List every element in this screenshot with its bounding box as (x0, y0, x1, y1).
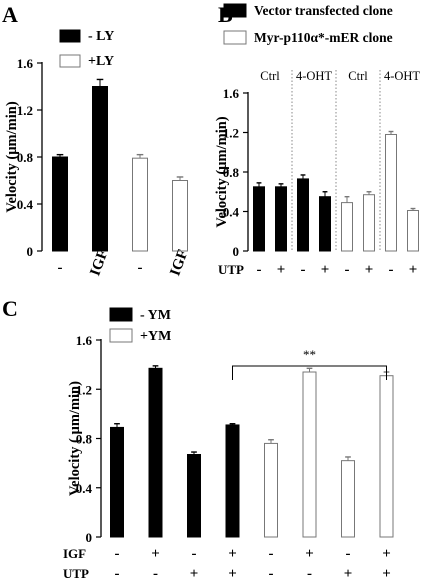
x-tick-label: - (138, 260, 143, 276)
legend-entry: - LY (88, 29, 114, 44)
bar (385, 133, 397, 252)
x-tick-label: + (409, 262, 418, 278)
bar (187, 454, 201, 538)
x-tick-label-igf: + (228, 546, 237, 562)
group-label: Ctrl (348, 69, 368, 83)
y-tick-label: 0 (86, 530, 93, 545)
y-axis-label: Velocity ( µm/min) (67, 381, 83, 496)
bar (132, 157, 148, 252)
bar (172, 180, 188, 252)
bar (92, 86, 108, 252)
legend-swatch (109, 328, 133, 343)
x-tick-label-utp: - (307, 566, 312, 581)
x-tick-label: + (321, 262, 330, 278)
y-tick-label: 0.4 (17, 197, 34, 212)
x-tick-label-utp: + (190, 566, 199, 581)
legend-swatch (109, 307, 133, 322)
y-tick-label: 1.6 (17, 56, 34, 71)
x-tick-label-igf: - (269, 546, 274, 562)
x-row-label-utp: UTP (63, 566, 89, 581)
significance-bracket (232, 365, 387, 380)
legend-entry: +YM (140, 329, 171, 344)
bar (407, 210, 419, 252)
x-tick-label: - (58, 260, 63, 276)
x-tick-label-igf: - (115, 546, 120, 562)
panel-letter-c: C (2, 296, 18, 321)
x-tick-label: - (389, 262, 394, 278)
y-tick-label: 0.8 (223, 165, 240, 180)
y-tick-label: 0.8 (17, 150, 34, 165)
bar (341, 202, 353, 252)
x-tick-label: - (257, 262, 262, 278)
chart-panel-b: 0 0.4 0.8 1.2 1.6 Velocity (µm/min) Vector tra… (214, 3, 420, 278)
bar (319, 196, 331, 252)
y-tick-label: 0.4 (76, 481, 93, 496)
y-axis-label: Velocity (µm/min) (214, 116, 230, 227)
legend-entry: Myr-p110α*-mER clone (254, 30, 393, 45)
bar (302, 371, 317, 538)
y-tick-label: 1.2 (76, 382, 92, 397)
y-tick-label: 1.6 (76, 333, 93, 348)
x-tick-label: - (301, 262, 306, 278)
bar (275, 186, 287, 252)
x-tick-label-igf: + (382, 546, 391, 562)
legend-swatch (223, 3, 247, 18)
x-tick-label-utp: - (153, 566, 158, 581)
bar (297, 178, 309, 252)
x-tick-label-igf: + (305, 546, 314, 562)
x-tick-label-igf: + (151, 546, 160, 562)
bar (379, 375, 394, 538)
bar (148, 367, 163, 538)
y-tick-label: 1.2 (17, 103, 33, 118)
x-tick-label-igf: - (192, 546, 197, 562)
legend-entry: +LY (88, 54, 114, 69)
x-tick-label: IGF (87, 248, 111, 279)
group-label: 4-OHT (384, 69, 420, 83)
bar (52, 156, 68, 252)
x-tick-label: IGF (167, 248, 191, 279)
x-tick-label: + (365, 262, 374, 278)
bar (253, 186, 265, 252)
y-tick-label: 0 (233, 244, 240, 259)
group-label: Ctrl (260, 69, 280, 83)
legend-swatch (223, 30, 247, 45)
y-axis-label: Velocity (µm/min) (4, 101, 20, 212)
x-tick-label-utp: - (269, 566, 274, 581)
x-tick-label-utp: + (228, 566, 237, 581)
y-tick-label: 0 (27, 244, 34, 259)
legend-entry: Vector transfected clone (254, 3, 393, 18)
chart-panel-a: 0 0.4 0.8 1.2 1.6 Velocity (µm/min) - LY +LY - IG… (4, 29, 192, 278)
legend-entry: - YM (140, 308, 171, 323)
legend-swatch (59, 54, 81, 68)
bar (341, 460, 355, 538)
bar (225, 424, 240, 538)
bar (264, 442, 278, 538)
bar (363, 194, 375, 252)
chart-panel-c: 0 0.4 0.8 1.2 1.6 Velocity ( µm/min) - YM +YM **… (63, 307, 394, 581)
y-tick-label: 0.8 (76, 432, 93, 447)
panel-letter-a: A (2, 2, 18, 27)
x-tick-label-igf: - (346, 546, 351, 562)
bar (110, 426, 124, 538)
x-tick-label-utp: - (115, 566, 120, 581)
y-tick-label: 0.4 (223, 205, 240, 220)
group-label: 4-OHT (296, 69, 332, 83)
x-row-label-utp: UTP (218, 262, 244, 277)
significance-label: ** (303, 347, 316, 362)
x-tick-label-utp: + (344, 566, 353, 581)
legend-swatch (59, 29, 81, 43)
y-tick-label: 1.2 (223, 126, 239, 141)
x-row-label-igf: IGF (63, 546, 86, 561)
x-tick-label: - (345, 262, 350, 278)
x-tick-label: + (277, 262, 286, 278)
y-tick-label: 1.6 (223, 86, 240, 101)
x-tick-label-utp: + (382, 566, 391, 581)
